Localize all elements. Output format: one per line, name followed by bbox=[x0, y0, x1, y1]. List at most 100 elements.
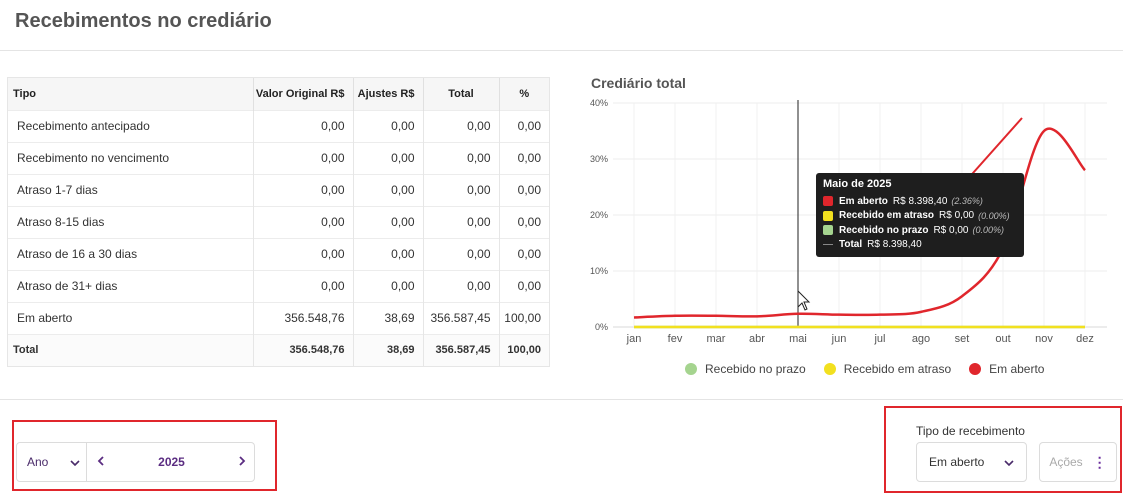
cell-ajustes: 0,00 bbox=[352, 205, 423, 238]
cell-ajustes: 0,00 bbox=[352, 109, 423, 142]
table-row: Atraso de 31+ dias 0,00 0,00 0,00 0,00 bbox=[8, 269, 549, 302]
highlight-box-filter bbox=[884, 406, 1122, 493]
tooltip-percent: (0.00%) bbox=[972, 225, 1004, 236]
table-row: Recebimento no vencimento 0,00 0,00 0,00 0,0… bbox=[8, 141, 549, 174]
y-tick-label: 40% bbox=[590, 98, 608, 108]
cell-ajustes: 0,00 bbox=[352, 173, 423, 206]
tooltip-row: Recebido no prazo R$ 0,00 (0.00%) bbox=[823, 223, 1017, 238]
cell-valor-original: 0,00 bbox=[252, 269, 353, 302]
table-row: Em aberto 356.548,76 38,69 356.587,45 100,00 bbox=[8, 301, 549, 334]
next-year-button[interactable] bbox=[238, 453, 246, 471]
cell-valor-original: 0,00 bbox=[252, 173, 353, 206]
legend-dot bbox=[969, 363, 982, 375]
period-mode-select[interactable]: Ano bbox=[17, 443, 87, 481]
receipts-table: Tipo Valor Original R$ Ajustes R$ Total … bbox=[7, 77, 550, 367]
legend-dot bbox=[685, 363, 697, 375]
cell-ajustes: 0,00 bbox=[352, 141, 423, 174]
cell-ajustes: 38,69 bbox=[352, 301, 423, 334]
cell-valor-original: 356.548,76 bbox=[252, 333, 353, 366]
cell-tipo: Atraso de 16 a 30 dias bbox=[8, 237, 253, 270]
y-tick-label: 0% bbox=[595, 322, 608, 332]
header-percent[interactable]: % bbox=[498, 78, 549, 110]
header-tipo[interactable]: Tipo bbox=[8, 78, 253, 110]
header-valor-original[interactable]: Valor Original R$ bbox=[252, 78, 353, 110]
cell-percent: 100,00 bbox=[498, 333, 549, 366]
tooltip-value: R$ 0,00 bbox=[939, 210, 975, 222]
cell-tipo: Recebimento antecipado bbox=[8, 109, 253, 142]
cell-tipo: Atraso 1-7 dias bbox=[8, 173, 253, 206]
header-total[interactable]: Total bbox=[422, 78, 499, 110]
cell-ajustes: 38,69 bbox=[352, 333, 423, 366]
y-tick-label: 10% bbox=[590, 266, 608, 276]
legend-label: Recebido em atraso bbox=[843, 362, 952, 376]
chart-legend: Recebido no prazo Recebido em atraso Em ab… bbox=[685, 362, 1062, 376]
title-divider bbox=[0, 50, 1123, 51]
header-ajustes[interactable]: Ajustes R$ bbox=[352, 78, 423, 110]
cell-total: 0,00 bbox=[422, 269, 499, 302]
cell-valor-original: 0,00 bbox=[252, 109, 353, 142]
legend-item[interactable]: Em aberto bbox=[969, 362, 1044, 376]
legend-item[interactable]: Recebido em atraso bbox=[823, 362, 952, 376]
x-tick-label: nov bbox=[1035, 333, 1053, 345]
tooltip-title: Maio de 2025 bbox=[823, 178, 892, 190]
cell-tipo: Atraso de 31+ dias bbox=[8, 269, 253, 302]
tooltip-label: Em aberto bbox=[839, 195, 888, 207]
tooltip-row: Recebido em atraso R$ 0,00 (0.00%) bbox=[823, 209, 1017, 224]
tooltip-label: Recebido em atraso bbox=[839, 210, 935, 222]
tooltip-value: R$ 8.398,40 bbox=[892, 195, 948, 207]
table-row: Atraso 8-15 dias 0,00 0,00 0,00 0,00 bbox=[8, 205, 549, 238]
receipt-type-select[interactable]: Em aberto bbox=[916, 442, 1027, 482]
x-tick-label: ago bbox=[912, 333, 930, 345]
cell-percent: 100,00 bbox=[498, 301, 549, 334]
kebab-menu-icon: ⋮ bbox=[1092, 453, 1107, 470]
legend-item[interactable]: Recebido no prazo bbox=[685, 362, 806, 376]
chevron-left-icon bbox=[97, 456, 104, 466]
tooltip-value: R$ 0,00 bbox=[933, 224, 969, 236]
cell-percent: 0,00 bbox=[498, 173, 549, 206]
x-tick-label: dez bbox=[1076, 333, 1094, 345]
y-tick-label: 30% bbox=[590, 154, 608, 164]
chart-title: Crediário total bbox=[591, 75, 686, 91]
x-tick-label: jun bbox=[831, 333, 847, 345]
cell-valor-original: 0,00 bbox=[252, 141, 353, 174]
chevron-down-icon bbox=[1004, 455, 1014, 469]
tooltip-total-value: R$ 8.398,40 bbox=[867, 239, 922, 251]
chart-tooltip: Maio de 2025 Em aberto R$ 8.398,40 (2.36%)… bbox=[816, 173, 1024, 257]
cell-tipo: Atraso 8-15 dias bbox=[8, 205, 253, 238]
cell-total: 0,00 bbox=[422, 109, 499, 142]
table-total-row: Total 356.548,76 38,69 356.587,45 100,00 bbox=[8, 333, 549, 366]
tooltip-swatch bbox=[823, 225, 833, 236]
cell-percent: 0,00 bbox=[498, 205, 549, 238]
period-mode-value: Ano bbox=[27, 455, 49, 469]
actions-button[interactable]: Ações ⋮ bbox=[1039, 442, 1117, 482]
cell-tipo: Recebimento no vencimento bbox=[8, 141, 253, 174]
tooltip-total-swatch bbox=[823, 244, 833, 246]
x-tick-label: out bbox=[995, 333, 1010, 345]
bottom-divider bbox=[0, 399, 1123, 400]
previous-year-button[interactable] bbox=[97, 453, 105, 471]
tooltip-label: Recebido no prazo bbox=[839, 224, 929, 236]
cell-tipo: Em aberto bbox=[8, 301, 253, 334]
table-row: Recebimento antecipado 0,00 0,00 0,00 0,00 bbox=[8, 109, 549, 142]
cell-percent: 0,00 bbox=[498, 237, 549, 270]
legend-label: Em aberto bbox=[989, 362, 1045, 376]
x-tick-label: fev bbox=[668, 333, 683, 345]
cell-valor-original: 0,00 bbox=[252, 237, 353, 270]
cell-percent: 0,00 bbox=[498, 109, 549, 142]
table-row: Atraso 1-7 dias 0,00 0,00 0,00 0,00 bbox=[8, 173, 549, 206]
x-tick-label: abr bbox=[749, 333, 765, 345]
x-tick-label: mai bbox=[789, 333, 807, 345]
tooltip-total-row: Total R$ 8.398,40 bbox=[823, 238, 1017, 253]
year-value: 2025 bbox=[158, 455, 185, 469]
period-selector: Ano 2025 bbox=[16, 442, 255, 482]
x-tick-label: jul bbox=[873, 333, 885, 345]
tooltip-swatch bbox=[823, 210, 833, 221]
cell-ajustes: 0,00 bbox=[352, 269, 423, 302]
table-row: Atraso de 16 a 30 dias 0,00 0,00 0,00 0,00 bbox=[8, 237, 549, 270]
cell-ajustes: 0,00 bbox=[352, 237, 423, 270]
y-tick-label: 20% bbox=[590, 210, 608, 220]
highlight-box-period bbox=[12, 420, 277, 491]
cell-total: 356.587,45 bbox=[422, 333, 499, 366]
cell-total: 0,00 bbox=[422, 205, 499, 238]
table-header-row: Tipo Valor Original R$ Ajustes R$ Total … bbox=[8, 78, 549, 110]
